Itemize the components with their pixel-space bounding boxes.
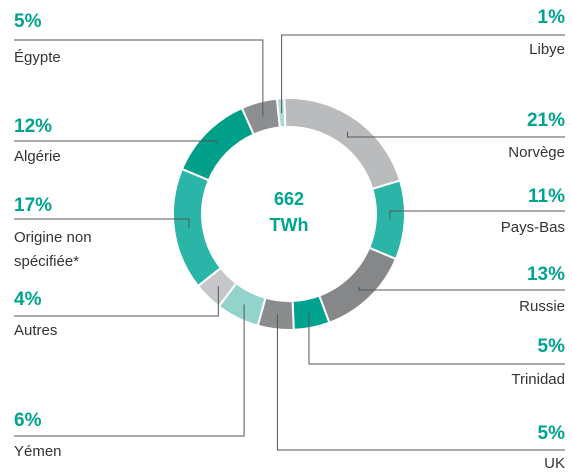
category-label: Trinidad bbox=[511, 371, 565, 388]
category-label: Égypte bbox=[14, 49, 61, 66]
leader-line bbox=[347, 131, 565, 138]
leader-line bbox=[14, 286, 219, 317]
leader-line bbox=[308, 313, 565, 365]
value-label: 5% bbox=[537, 336, 565, 357]
donut-segment bbox=[196, 266, 238, 308]
leader-line bbox=[358, 286, 565, 291]
value-label: 4% bbox=[14, 289, 42, 310]
value-label: 11% bbox=[528, 186, 565, 207]
value-label: 21% bbox=[526, 110, 565, 131]
donut-segment bbox=[318, 246, 398, 325]
value-label: 5% bbox=[537, 423, 565, 444]
category-label: Norvège bbox=[508, 144, 565, 161]
leader-line bbox=[389, 210, 565, 220]
category-label: Russie bbox=[519, 298, 565, 315]
value-label: 6% bbox=[14, 410, 42, 431]
leader-line bbox=[14, 140, 218, 144]
category-label: Yémen bbox=[14, 443, 62, 460]
donut-segment bbox=[180, 106, 255, 182]
leader-line bbox=[276, 314, 565, 451]
value-label: 5% bbox=[14, 11, 42, 32]
leader-line bbox=[14, 304, 245, 437]
value-label: 12% bbox=[14, 116, 53, 137]
donut-segment bbox=[172, 167, 223, 288]
category-label: Libye bbox=[529, 41, 565, 58]
donut-segment bbox=[256, 296, 295, 331]
value-label: 17% bbox=[14, 195, 53, 216]
category-label: Origine non spécifiée* bbox=[14, 229, 92, 270]
center-unit: TWh bbox=[270, 215, 309, 235]
center-value: 662 bbox=[274, 189, 304, 209]
value-label: 1% bbox=[537, 7, 565, 28]
category-label: UK bbox=[544, 455, 565, 472]
leader-line bbox=[14, 218, 190, 228]
category-label: Pays-Bas bbox=[500, 219, 565, 236]
category-label: Autres bbox=[14, 322, 58, 339]
donut-segment bbox=[291, 294, 331, 331]
value-label: 13% bbox=[526, 264, 565, 285]
category-label: Algérie bbox=[14, 148, 61, 165]
leader-line bbox=[14, 39, 264, 117]
donut-segment bbox=[283, 97, 402, 191]
leader-line bbox=[281, 34, 565, 114]
donut-segment bbox=[367, 179, 406, 261]
